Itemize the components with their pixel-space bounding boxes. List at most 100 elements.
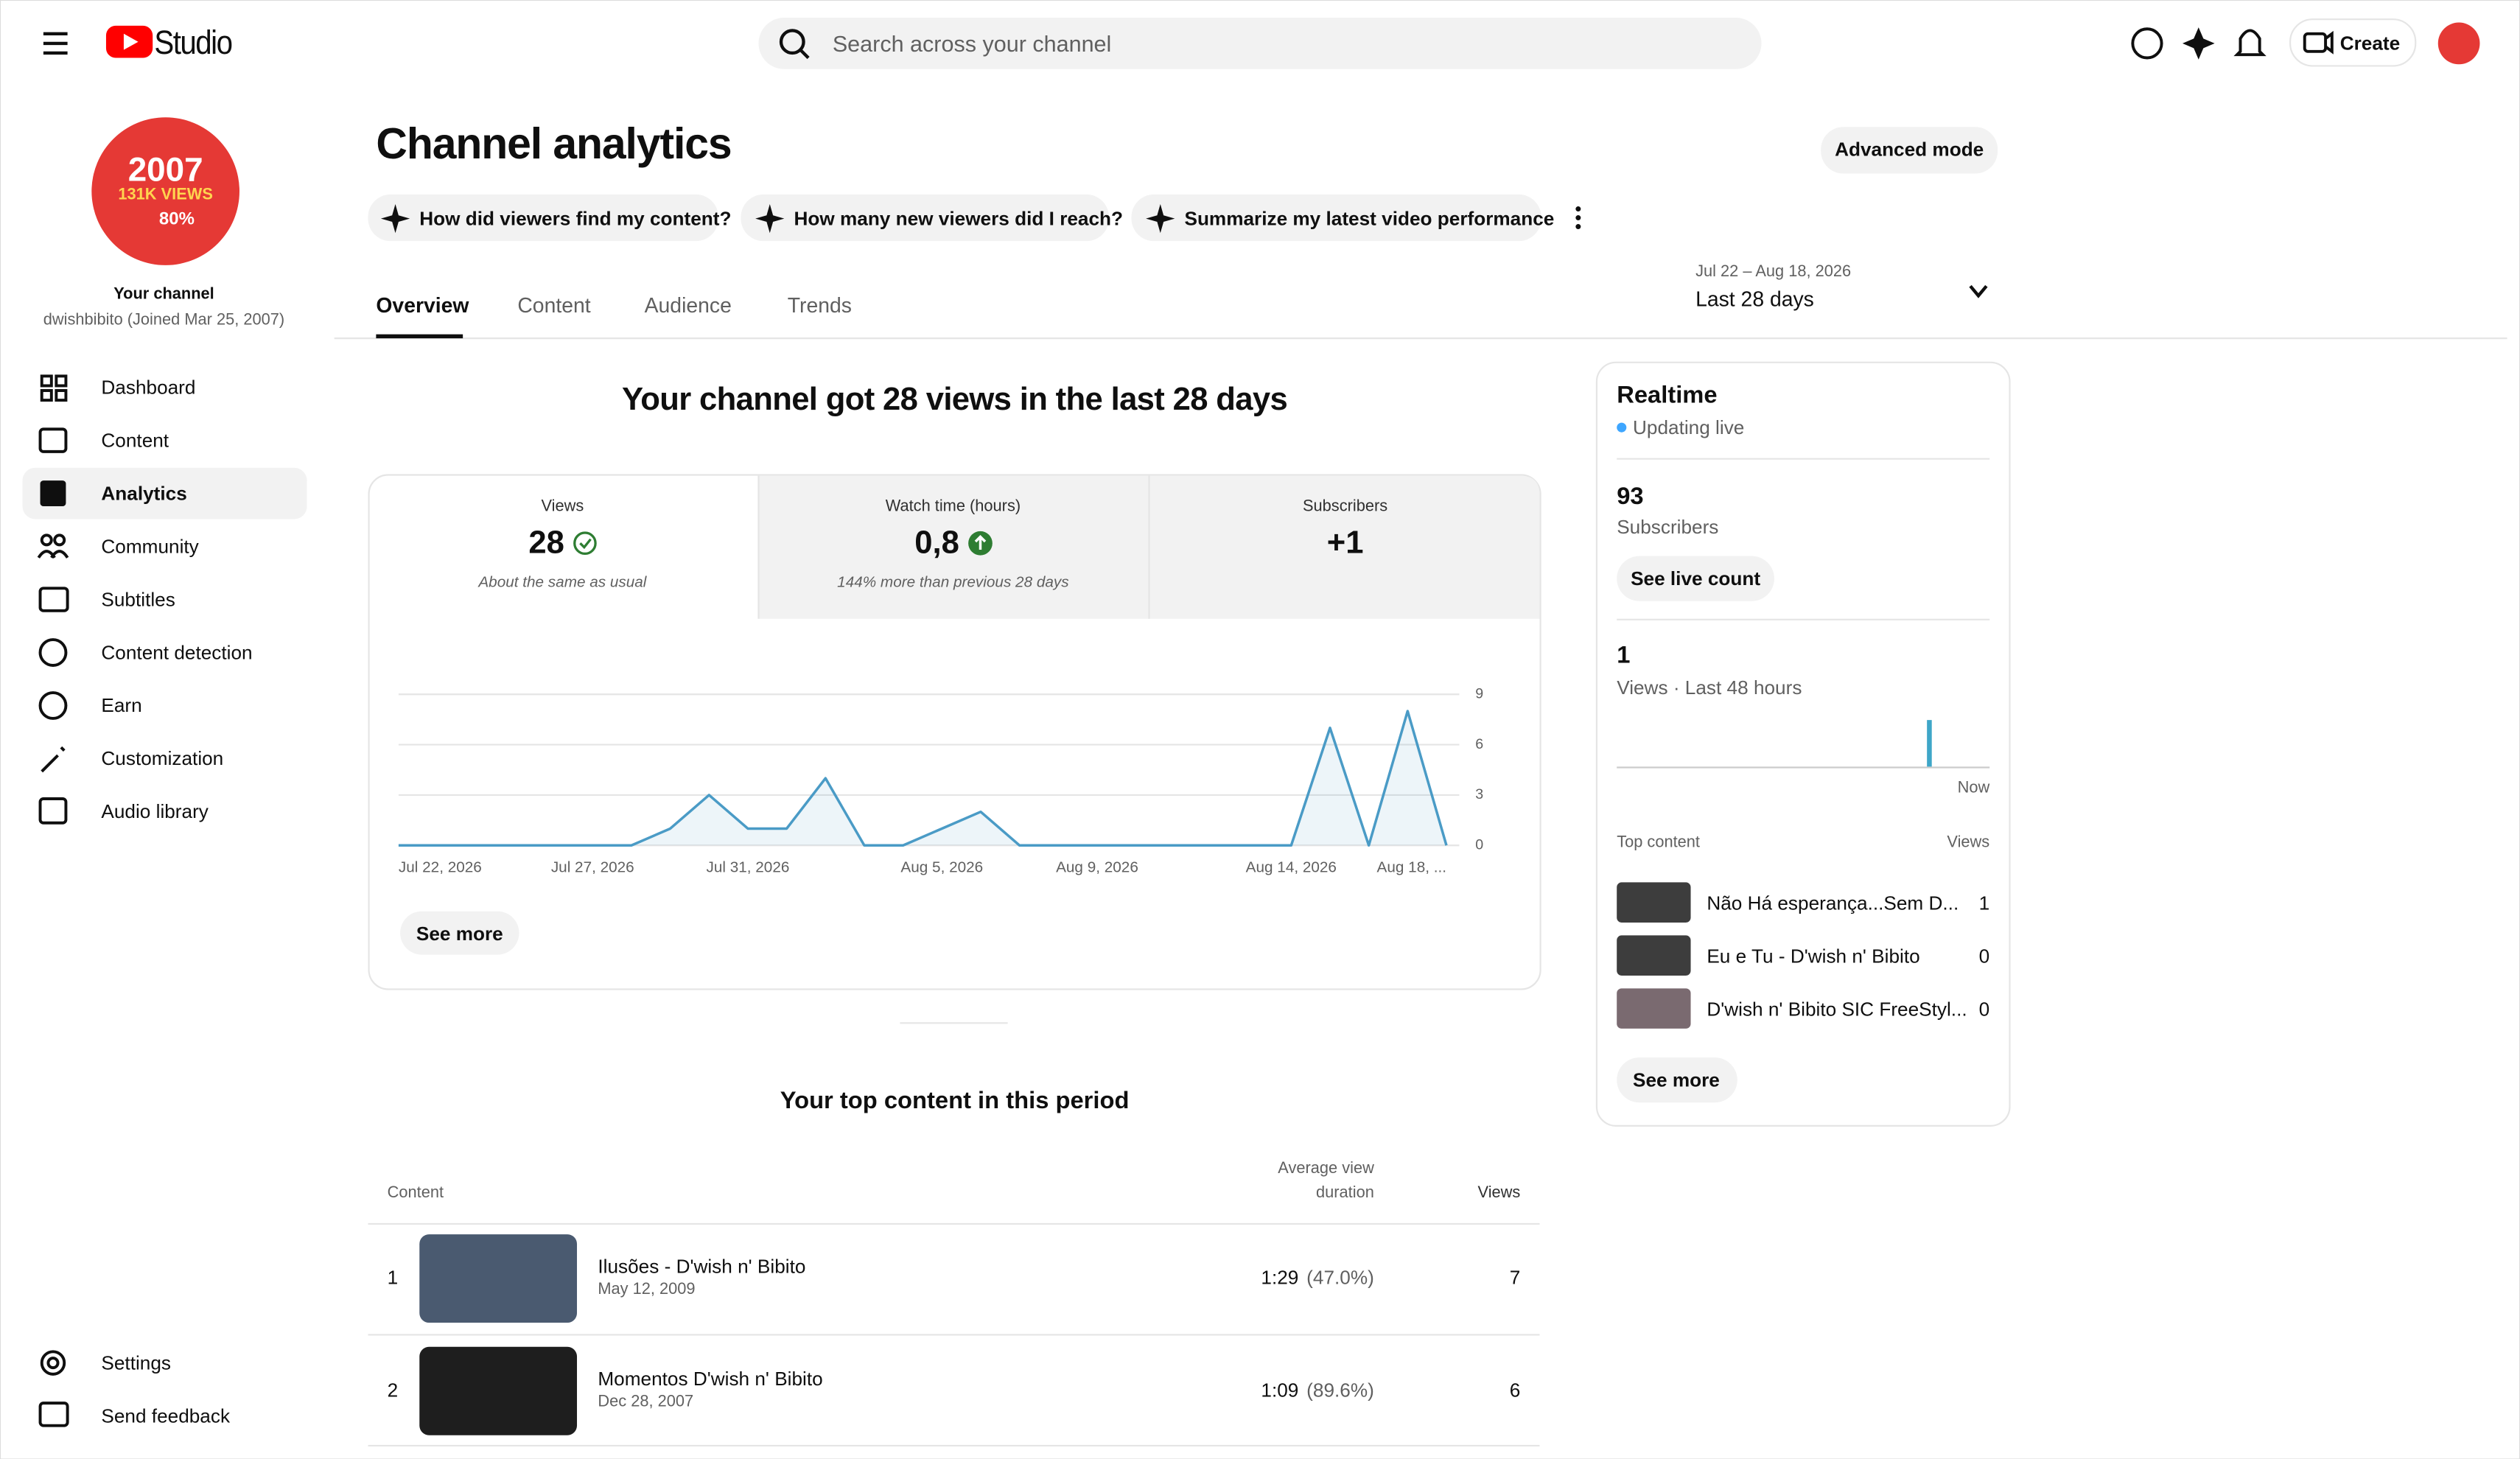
see-more-label: See more: [416, 922, 503, 945]
section-title: Your top content in this period: [780, 1087, 1130, 1115]
bell-icon[interactable]: [2233, 29, 2267, 57]
x-tick-label: Jul 31, 2026: [706, 858, 789, 875]
create-label: Create: [2339, 32, 2401, 55]
realtime-status: Updating live: [1633, 416, 1745, 439]
column-header: duration: [1316, 1184, 1374, 1203]
duration-percent: (89.6%): [1306, 1379, 1374, 1402]
video-title[interactable]: D'wish n' Bibito SIC FreeStyl...: [1707, 998, 1967, 1021]
period: Last 28 days: [1695, 287, 1814, 312]
x-tick-label: Jul 27, 2026: [551, 858, 634, 875]
nav-item[interactable]: Earn: [101, 694, 142, 717]
column-header: Views: [1477, 1184, 1521, 1203]
metric-value: 28: [528, 525, 564, 561]
metric-note: 144% more than previous 28 days: [837, 574, 1069, 592]
avatar-text: 131K VIEWS: [118, 186, 213, 205]
analytics-icon: [40, 480, 66, 507]
prompt-label: How many new viewers did I reach?: [794, 207, 1124, 230]
area: [398, 711, 1447, 846]
video-title[interactable]: Não Há esperança...Sem D...: [1707, 892, 1959, 915]
tab[interactable]: Overview: [376, 293, 469, 318]
see-more-button[interactable]: [400, 911, 519, 955]
avatar-text: 80%: [158, 209, 195, 229]
tab[interactable]: Trends: [787, 293, 852, 318]
nav-item[interactable]: Settings: [101, 1351, 171, 1374]
subscriber-count: 93: [1617, 483, 1644, 511]
headline: Your channel got 28 views in the last 28…: [622, 382, 1288, 419]
prompt-chip[interactable]: [368, 194, 718, 242]
nav-item[interactable]: Content: [101, 429, 169, 452]
search-icon: [779, 29, 805, 55]
rank: 1: [387, 1266, 399, 1290]
metric-label: Views: [541, 498, 584, 517]
video-title[interactable]: Eu e Tu - D'wish n' Bibito: [1707, 945, 1920, 968]
duration-percent: (47.0%): [1306, 1266, 1374, 1290]
nav-item[interactable]: Subtitles: [101, 588, 175, 611]
date-chevron[interactable]: [1969, 284, 1988, 298]
thumbnail[interactable]: [419, 1234, 578, 1323]
avatar-text: 2007: [127, 152, 203, 189]
video-date: Dec 28, 2007: [598, 1393, 694, 1412]
live-dot: [1617, 422, 1627, 433]
metric-value: 0,8: [914, 525, 959, 561]
table-rules: [368, 1222, 1540, 1447]
x-tick-label: Aug 5, 2026: [900, 858, 983, 875]
video-date: May 12, 2009: [598, 1281, 696, 1299]
y-tick-label: 3: [1475, 786, 1483, 802]
account-avatar[interactable]: [2437, 22, 2480, 65]
nav-item[interactable]: Customization: [101, 747, 224, 770]
see-more-button[interactable]: [1617, 1057, 1737, 1103]
metric-value: +1: [1326, 525, 1364, 561]
views-count: 1: [1617, 642, 1631, 670]
nav-icons: [37, 374, 69, 1427]
live-count-button[interactable]: [1617, 556, 1774, 601]
prompt-label: Summarize my latest video performance: [1184, 207, 1555, 230]
date-range: Jul 22 – Aug 18, 2026: [1695, 263, 1852, 281]
y-tick-label: 9: [1475, 685, 1483, 701]
views: 0: [1978, 998, 1990, 1021]
help-icon[interactable]: [2131, 27, 2163, 60]
realtime-title: Realtime: [1617, 382, 1718, 410]
views-label: Views · Last 48 hours: [1617, 676, 1802, 699]
channel-label: Your channel: [113, 286, 214, 304]
tab-underline: [376, 334, 463, 339]
mini-bar: [1927, 720, 1932, 767]
metric-label: Subscribers: [1303, 498, 1388, 517]
nav-item[interactable]: Send feedback: [101, 1404, 231, 1427]
y-tick-label: 6: [1475, 736, 1483, 752]
ai-icon[interactable]: [2182, 27, 2215, 60]
video-title[interactable]: Ilusões - D'wish n' Bibito: [598, 1255, 806, 1278]
thumbnail[interactable]: [1617, 988, 1691, 1029]
nav-item[interactable]: Content detection: [101, 641, 253, 664]
menu-icon[interactable]: [43, 32, 68, 55]
metric-note: About the same as usual: [478, 574, 647, 592]
thumbnail[interactable]: [1617, 882, 1691, 923]
metric-label: Watch time (hours): [885, 498, 1021, 517]
prompt-chip[interactable]: [741, 194, 1109, 242]
channel-info: dwishbibito (Joined Mar 25, 2007): [43, 312, 285, 330]
x-tick-label: Aug 9, 2026: [1056, 858, 1138, 875]
advanced-label: Advanced mode: [1835, 138, 1984, 161]
prompt-chip[interactable]: [1131, 194, 1541, 242]
now-label: Now: [1957, 779, 1990, 797]
video-title[interactable]: Momentos D'wish n' Bibito: [598, 1368, 823, 1390]
prompt-label: How did viewers find my content?: [419, 207, 732, 230]
thumbnail[interactable]: [419, 1346, 578, 1435]
thumbnail[interactable]: [1617, 935, 1691, 976]
x-tick-label: Aug 14, 2026: [1246, 858, 1337, 875]
nav-item[interactable]: Community: [101, 535, 199, 558]
logo-text: Studio: [154, 24, 233, 62]
tab[interactable]: Audience: [644, 293, 732, 318]
nav-item[interactable]: Dashboard: [101, 376, 196, 399]
top-content-label: Top content: [1617, 834, 1701, 852]
tab[interactable]: Content: [517, 293, 591, 318]
nav-item[interactable]: Analytics: [101, 482, 187, 505]
x-tick-label: Aug 18, ...: [1377, 858, 1446, 875]
nav-item[interactable]: Audio library: [101, 800, 209, 823]
search-box[interactable]: [758, 17, 1762, 69]
advanced-button[interactable]: [1821, 127, 1998, 174]
create-button[interactable]: [2289, 18, 2417, 67]
channel-avatar[interactable]: [91, 117, 239, 265]
chip-icons: [380, 204, 1581, 234]
